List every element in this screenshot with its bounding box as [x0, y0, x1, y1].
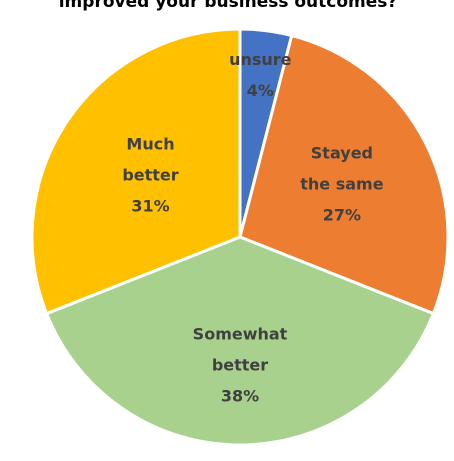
slice-label-2-line-2: 38% [221, 387, 259, 406]
pie-slice-1 [238, 34, 450, 316]
slice-label-2-line-1: better [212, 356, 268, 375]
slice-label-0-line-0: unsure [229, 50, 292, 69]
slice-label-0-line-1: 4% [247, 81, 274, 100]
slice-label-1-line-1: the same [300, 175, 383, 194]
slice-label-2-line-0: Somewhat [193, 325, 288, 344]
pie-labels: unsure 4% Stayed the same 27% Somewhat better 3… [122, 50, 383, 406]
pie-slice-2 [45, 235, 435, 447]
slice-label-3-line-1: better [122, 166, 178, 185]
slice-label-1-line-2: 27% [323, 206, 361, 225]
slice-label-1-line-0: Stayed [311, 144, 373, 163]
pie-slice-3 [30, 27, 242, 316]
pie-slices [30, 27, 450, 447]
chart-title: improved your business outcomes? [59, 0, 398, 12]
slice-label-3-line-0: Much [126, 135, 174, 154]
slice-label-3-line-2: 31% [131, 197, 169, 216]
